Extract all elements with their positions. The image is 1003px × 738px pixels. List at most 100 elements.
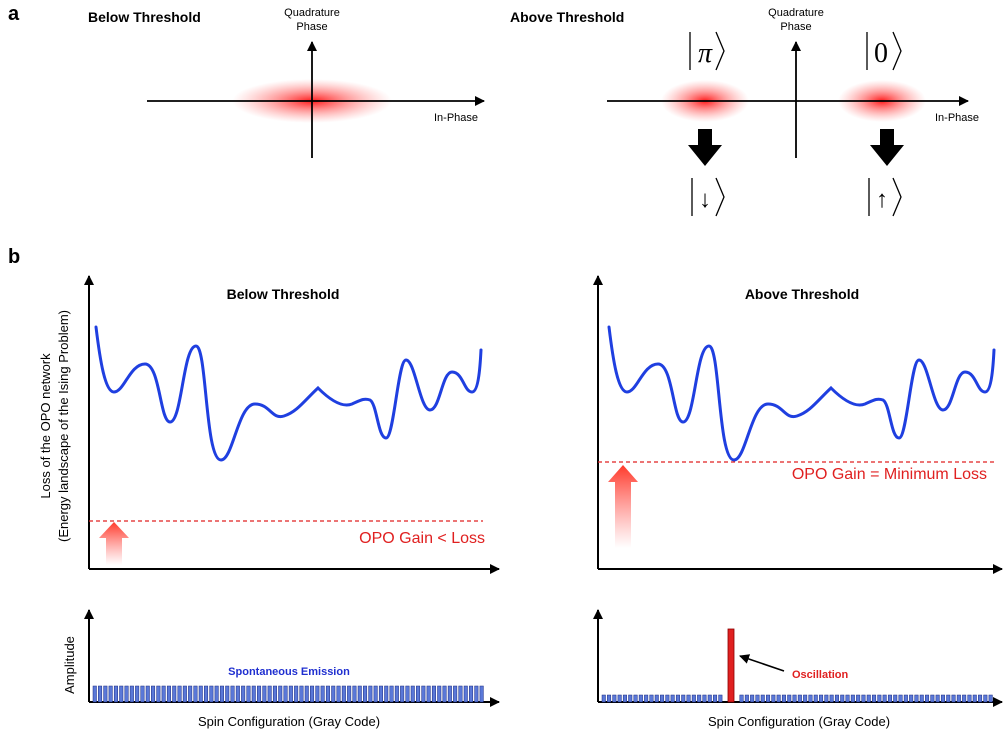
emission-bar	[151, 685, 156, 703]
emission-bar	[421, 685, 426, 703]
zero-state-label: 0	[874, 38, 888, 69]
emission-bar	[278, 685, 283, 703]
below-landscape-title: Below Threshold	[227, 286, 340, 302]
emission-bar	[384, 685, 389, 703]
emission-bar	[368, 685, 373, 703]
emission-bar	[956, 694, 961, 703]
emission-bar	[824, 694, 829, 703]
emission-bar	[108, 685, 113, 703]
panel-a-above-in-phase-label: In-Phase	[935, 112, 979, 124]
emission-bar	[394, 685, 399, 703]
emission-bar	[219, 685, 224, 703]
emission-bar	[819, 694, 824, 703]
emission-bar	[92, 685, 97, 703]
emission-bar	[940, 694, 945, 703]
panel-a-above-quadrature-label: Quadrature	[768, 7, 824, 19]
emission-bar	[617, 694, 622, 703]
emission-bar	[713, 694, 718, 703]
emission-bar	[962, 694, 967, 703]
emission-bar	[98, 685, 103, 703]
below-x-label: Spin Configuration (Gray Code)	[198, 714, 380, 729]
emission-bar	[442, 685, 447, 703]
emission-bar	[914, 694, 919, 703]
emission-bar	[145, 685, 150, 703]
emission-bar	[702, 694, 707, 703]
emission-bar	[739, 694, 744, 703]
emission-bar	[437, 685, 442, 703]
emission-bar	[686, 694, 691, 703]
emission-bar	[251, 685, 256, 703]
emission-bar	[182, 685, 187, 703]
emission-bar	[288, 685, 293, 703]
emission-bar	[972, 694, 977, 703]
emission-bar	[230, 685, 235, 703]
oscillation-pointer-arrow	[739, 654, 785, 672]
emission-bar	[670, 694, 675, 703]
emission-bar	[177, 685, 182, 703]
emission-bar	[410, 685, 415, 703]
emission-bar	[601, 694, 606, 703]
emission-bar	[246, 685, 251, 703]
emission-bar	[304, 685, 309, 703]
spin-down-ket: ↓	[691, 177, 725, 217]
emission-bar	[925, 694, 930, 703]
emission-bar	[416, 685, 421, 703]
emission-bar	[909, 694, 914, 703]
emission-bar	[771, 694, 776, 703]
emission-bar	[649, 694, 654, 703]
emission-bar	[983, 694, 988, 703]
emission-bar	[898, 694, 903, 703]
emission-bar	[267, 685, 272, 703]
emission-bar	[463, 685, 468, 703]
emission-bar	[389, 685, 394, 703]
emission-bar	[320, 685, 325, 703]
emission-bar	[951, 694, 956, 703]
emission-bar	[129, 685, 134, 703]
emission-bar	[988, 694, 993, 703]
emission-bar	[363, 685, 368, 703]
emission-bar	[665, 694, 670, 703]
emission-bar	[209, 685, 214, 703]
panel-a-below-phase-label: Phase	[296, 21, 327, 33]
above-landscape-plot: Above Threshold OPO Gain = Minimum Loss	[593, 275, 1003, 574]
emission-bar	[681, 694, 686, 703]
emission-bar	[887, 694, 892, 703]
emission-bar	[431, 685, 436, 703]
emission-bar	[628, 694, 633, 703]
emission-bar	[750, 694, 755, 703]
zero-ket: 0	[866, 31, 902, 71]
emission-bar	[310, 685, 315, 703]
pi-ket: π	[689, 31, 725, 71]
loss-y-label-line1: Loss of the OPO network	[38, 353, 53, 499]
emission-bar	[193, 685, 198, 703]
below-landscape-plot: Below Threshold OPO Gain < Loss	[84, 275, 500, 574]
emission-bar	[903, 694, 908, 703]
emission-bar	[458, 685, 463, 703]
pi-down-arrow-icon	[688, 129, 722, 166]
emission-bar	[834, 694, 839, 703]
emission-bar	[935, 694, 940, 703]
emission-bar	[447, 685, 452, 703]
below-gain-label: OPO Gain < Loss	[359, 530, 485, 547]
emission-bar	[172, 685, 177, 703]
emission-bar	[325, 685, 330, 703]
emission-bar	[405, 685, 410, 703]
emission-bar	[347, 685, 352, 703]
emission-bar	[214, 685, 219, 703]
emission-bar	[877, 694, 882, 703]
emission-bar	[829, 694, 834, 703]
emission-bar	[840, 694, 845, 703]
above-gain-up-arrow-icon	[608, 465, 638, 548]
panel-a-above-title: Above Threshold	[510, 9, 624, 25]
above-emission-bars	[601, 694, 993, 703]
emission-bar	[813, 694, 818, 703]
below-amplitude-plot: Amplitude Spontaneous Emission Spin Conf…	[62, 609, 500, 729]
spin-down-label: ↓	[699, 187, 711, 213]
emission-bar	[113, 685, 118, 703]
above-x-label: Spin Configuration (Gray Code)	[708, 714, 890, 729]
emission-bar	[755, 694, 760, 703]
emission-bar	[198, 685, 203, 703]
emission-bar	[803, 694, 808, 703]
panel-a-below-in-phase-label: In-Phase	[434, 112, 478, 124]
oscillation-label: Oscillation	[792, 669, 849, 681]
